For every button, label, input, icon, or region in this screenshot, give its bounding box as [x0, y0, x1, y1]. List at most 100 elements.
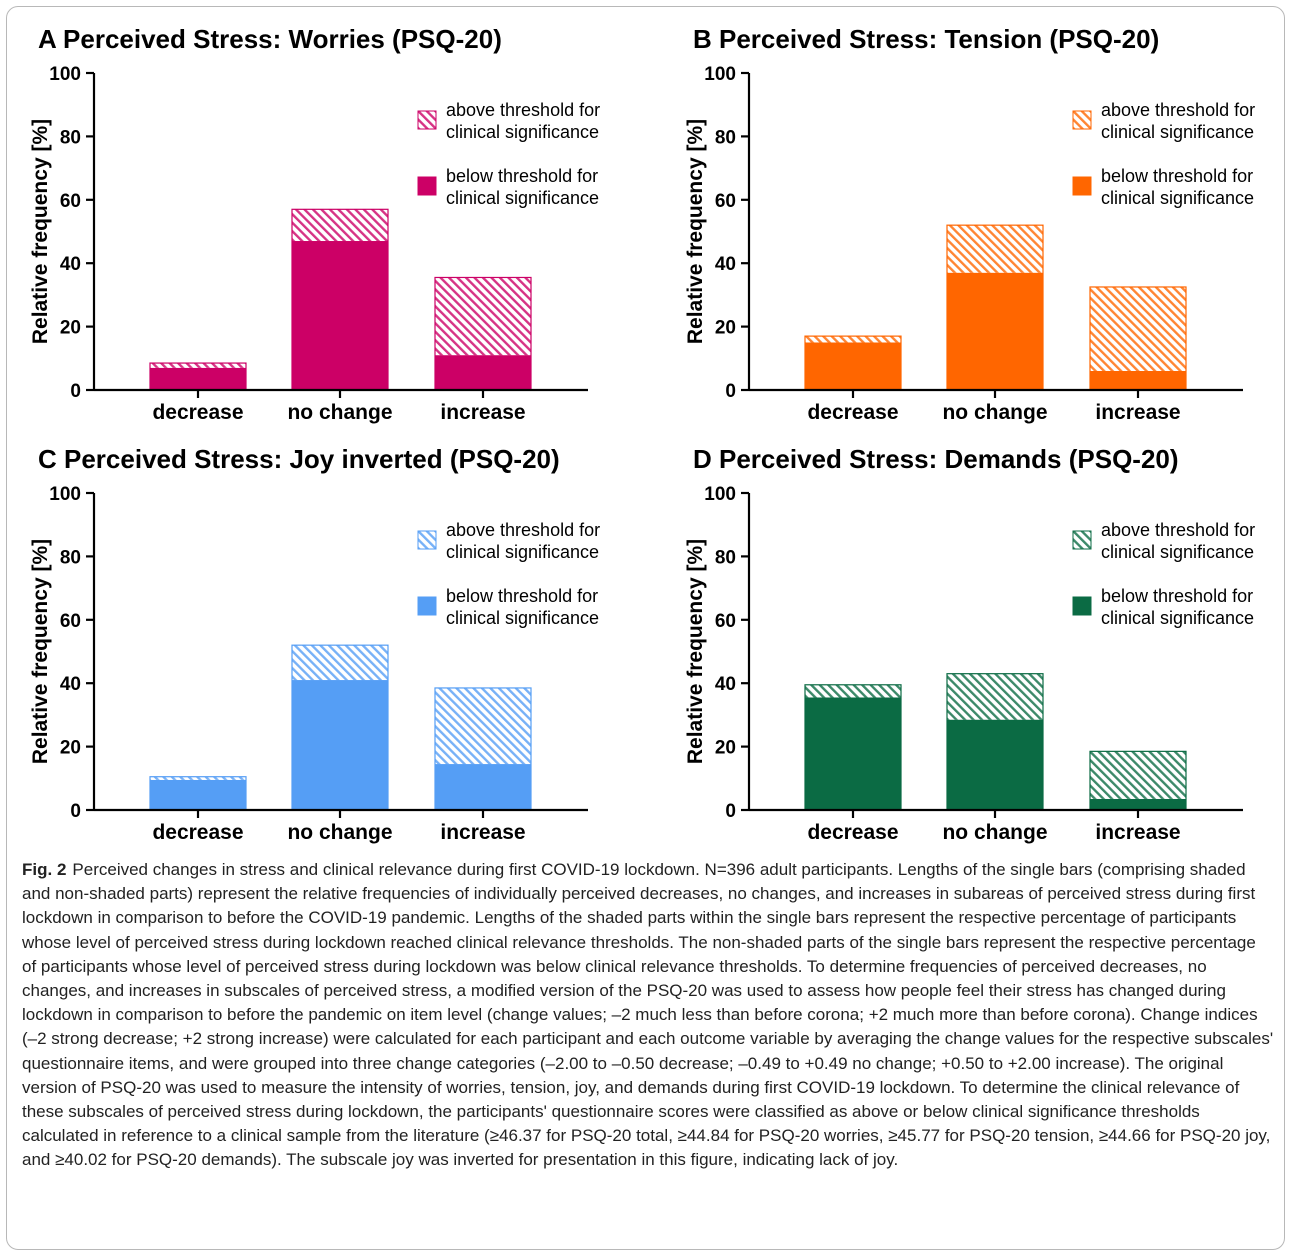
y-tick-label: 100 [704, 64, 736, 85]
y-tick-label: 60 [60, 611, 81, 632]
y-tick-label: 80 [60, 127, 81, 148]
y-tick-label: 60 [60, 191, 81, 212]
bar-below-threshold [435, 764, 531, 810]
y-tick-label: 80 [715, 127, 736, 148]
legend-label: clinical significance [1101, 122, 1254, 142]
chart-svg: C Perceived Stress: Joy inverted (PSQ-20… [29, 444, 600, 844]
y-tick-label: 100 [49, 484, 81, 505]
chart-title: D Perceived Stress: Demands (PSQ-20) [693, 444, 1179, 474]
bar-below-threshold [805, 697, 901, 810]
x-category-label: increase [1095, 401, 1180, 424]
chart-svg: D Perceived Stress: Demands (PSQ-20) Rela… [684, 444, 1255, 844]
bar-above-threshold [292, 209, 388, 242]
bar-above-threshold [1090, 286, 1186, 371]
legend-label: clinical significance [1101, 542, 1254, 562]
x-category-label: increase [440, 401, 525, 424]
legend-label: clinical significance [446, 122, 599, 142]
figure-frame [6, 6, 1285, 1250]
caption-text: Perceived changes in stress and clinical… [22, 860, 1274, 1170]
bar-above-threshold [150, 776, 246, 780]
legend-label: clinical significance [1101, 188, 1254, 208]
bar-below-threshold [150, 367, 246, 390]
bar-below-threshold [435, 355, 531, 390]
y-axis-label: Relative frequency [%] [29, 539, 52, 764]
legend-swatch-above [1072, 530, 1092, 550]
bar-below-threshold [292, 680, 388, 810]
x-category-label: decrease [807, 821, 898, 844]
legend-swatch-below [1072, 176, 1092, 196]
bar-above-threshold [435, 277, 531, 356]
y-tick-label: 20 [715, 738, 736, 759]
chart-svg: B Perceived Stress: Tension (PSQ-20) Rela… [684, 24, 1255, 424]
chart-title: B Perceived Stress: Tension (PSQ-20) [693, 24, 1159, 54]
bar-below-threshold [1090, 798, 1186, 810]
x-category-label: no change [287, 401, 392, 424]
y-tick-label: 60 [715, 191, 736, 212]
y-tick-label: 40 [60, 254, 81, 275]
legend-label: clinical significance [446, 542, 599, 562]
y-tick-label: 20 [715, 318, 736, 339]
bar-above-threshold [947, 673, 1043, 720]
y-tick-label: 40 [715, 674, 736, 695]
legend-swatch-below [417, 596, 437, 616]
bar-below-threshold [805, 342, 901, 390]
bar-below-threshold [150, 779, 246, 810]
bar-above-threshold [292, 645, 388, 681]
y-tick-label: 0 [70, 381, 81, 402]
x-category-label: decrease [807, 401, 898, 424]
x-category-label: no change [942, 821, 1047, 844]
x-category-label: no change [287, 821, 392, 844]
y-tick-label: 80 [715, 547, 736, 568]
figure-label: Fig. 2 [22, 860, 67, 879]
y-tick-label: 80 [60, 547, 81, 568]
x-category-label: increase [1095, 821, 1180, 844]
legend-label: below threshold for [446, 586, 598, 606]
legend-label: below threshold for [446, 166, 598, 186]
y-tick-label: 0 [70, 801, 81, 822]
y-axis-label: Relative frequency [%] [684, 539, 707, 764]
y-tick-label: 60 [715, 611, 736, 632]
y-tick-label: 40 [715, 254, 736, 275]
legend-label: clinical significance [446, 608, 599, 628]
bar-below-threshold [947, 272, 1043, 390]
legend-label: above threshold for [446, 520, 600, 540]
y-tick-label: 20 [60, 318, 81, 339]
bar-above-threshold [805, 684, 901, 698]
legend-label: below threshold for [1101, 586, 1253, 606]
chart-title: A Perceived Stress: Worries (PSQ-20) [38, 24, 502, 54]
legend-label: above threshold for [1101, 520, 1255, 540]
y-tick-label: 40 [60, 674, 81, 695]
legend-swatch-below [417, 176, 437, 196]
y-tick-label: 0 [725, 801, 736, 822]
legend-label: clinical significance [446, 188, 599, 208]
y-axis-label: Relative frequency [%] [684, 119, 707, 344]
bar-below-threshold [947, 719, 1043, 810]
chart-svg: A Perceived Stress: Worries (PSQ-20) Rela… [29, 24, 600, 424]
x-category-label: decrease [152, 401, 243, 424]
bar-above-threshold [1090, 751, 1186, 799]
y-tick-label: 100 [704, 484, 736, 505]
legend-label: above threshold for [446, 100, 600, 120]
bar-above-threshold [150, 363, 246, 368]
y-axis-label: Relative frequency [%] [29, 119, 52, 344]
bar-above-threshold [947, 225, 1043, 273]
figure-caption: Fig. 2 Perceived changes in stress and cl… [22, 858, 1274, 1173]
chart-title: C Perceived Stress: Joy inverted (PSQ-20… [38, 444, 560, 474]
x-category-label: decrease [152, 821, 243, 844]
y-tick-label: 0 [725, 381, 736, 402]
bar-above-threshold [435, 687, 531, 765]
bar-above-threshold [805, 336, 901, 343]
legend-swatch-above [417, 530, 437, 550]
legend-label: below threshold for [1101, 166, 1253, 186]
legend-label: clinical significance [1101, 608, 1254, 628]
bar-below-threshold [1090, 370, 1186, 390]
legend-swatch-above [1072, 110, 1092, 130]
bar-below-threshold [292, 241, 388, 390]
legend-swatch-above [417, 110, 437, 130]
x-category-label: increase [440, 821, 525, 844]
legend-swatch-below [1072, 596, 1092, 616]
y-tick-label: 20 [60, 738, 81, 759]
x-category-label: no change [942, 401, 1047, 424]
y-tick-label: 100 [49, 64, 81, 85]
legend-label: above threshold for [1101, 100, 1255, 120]
